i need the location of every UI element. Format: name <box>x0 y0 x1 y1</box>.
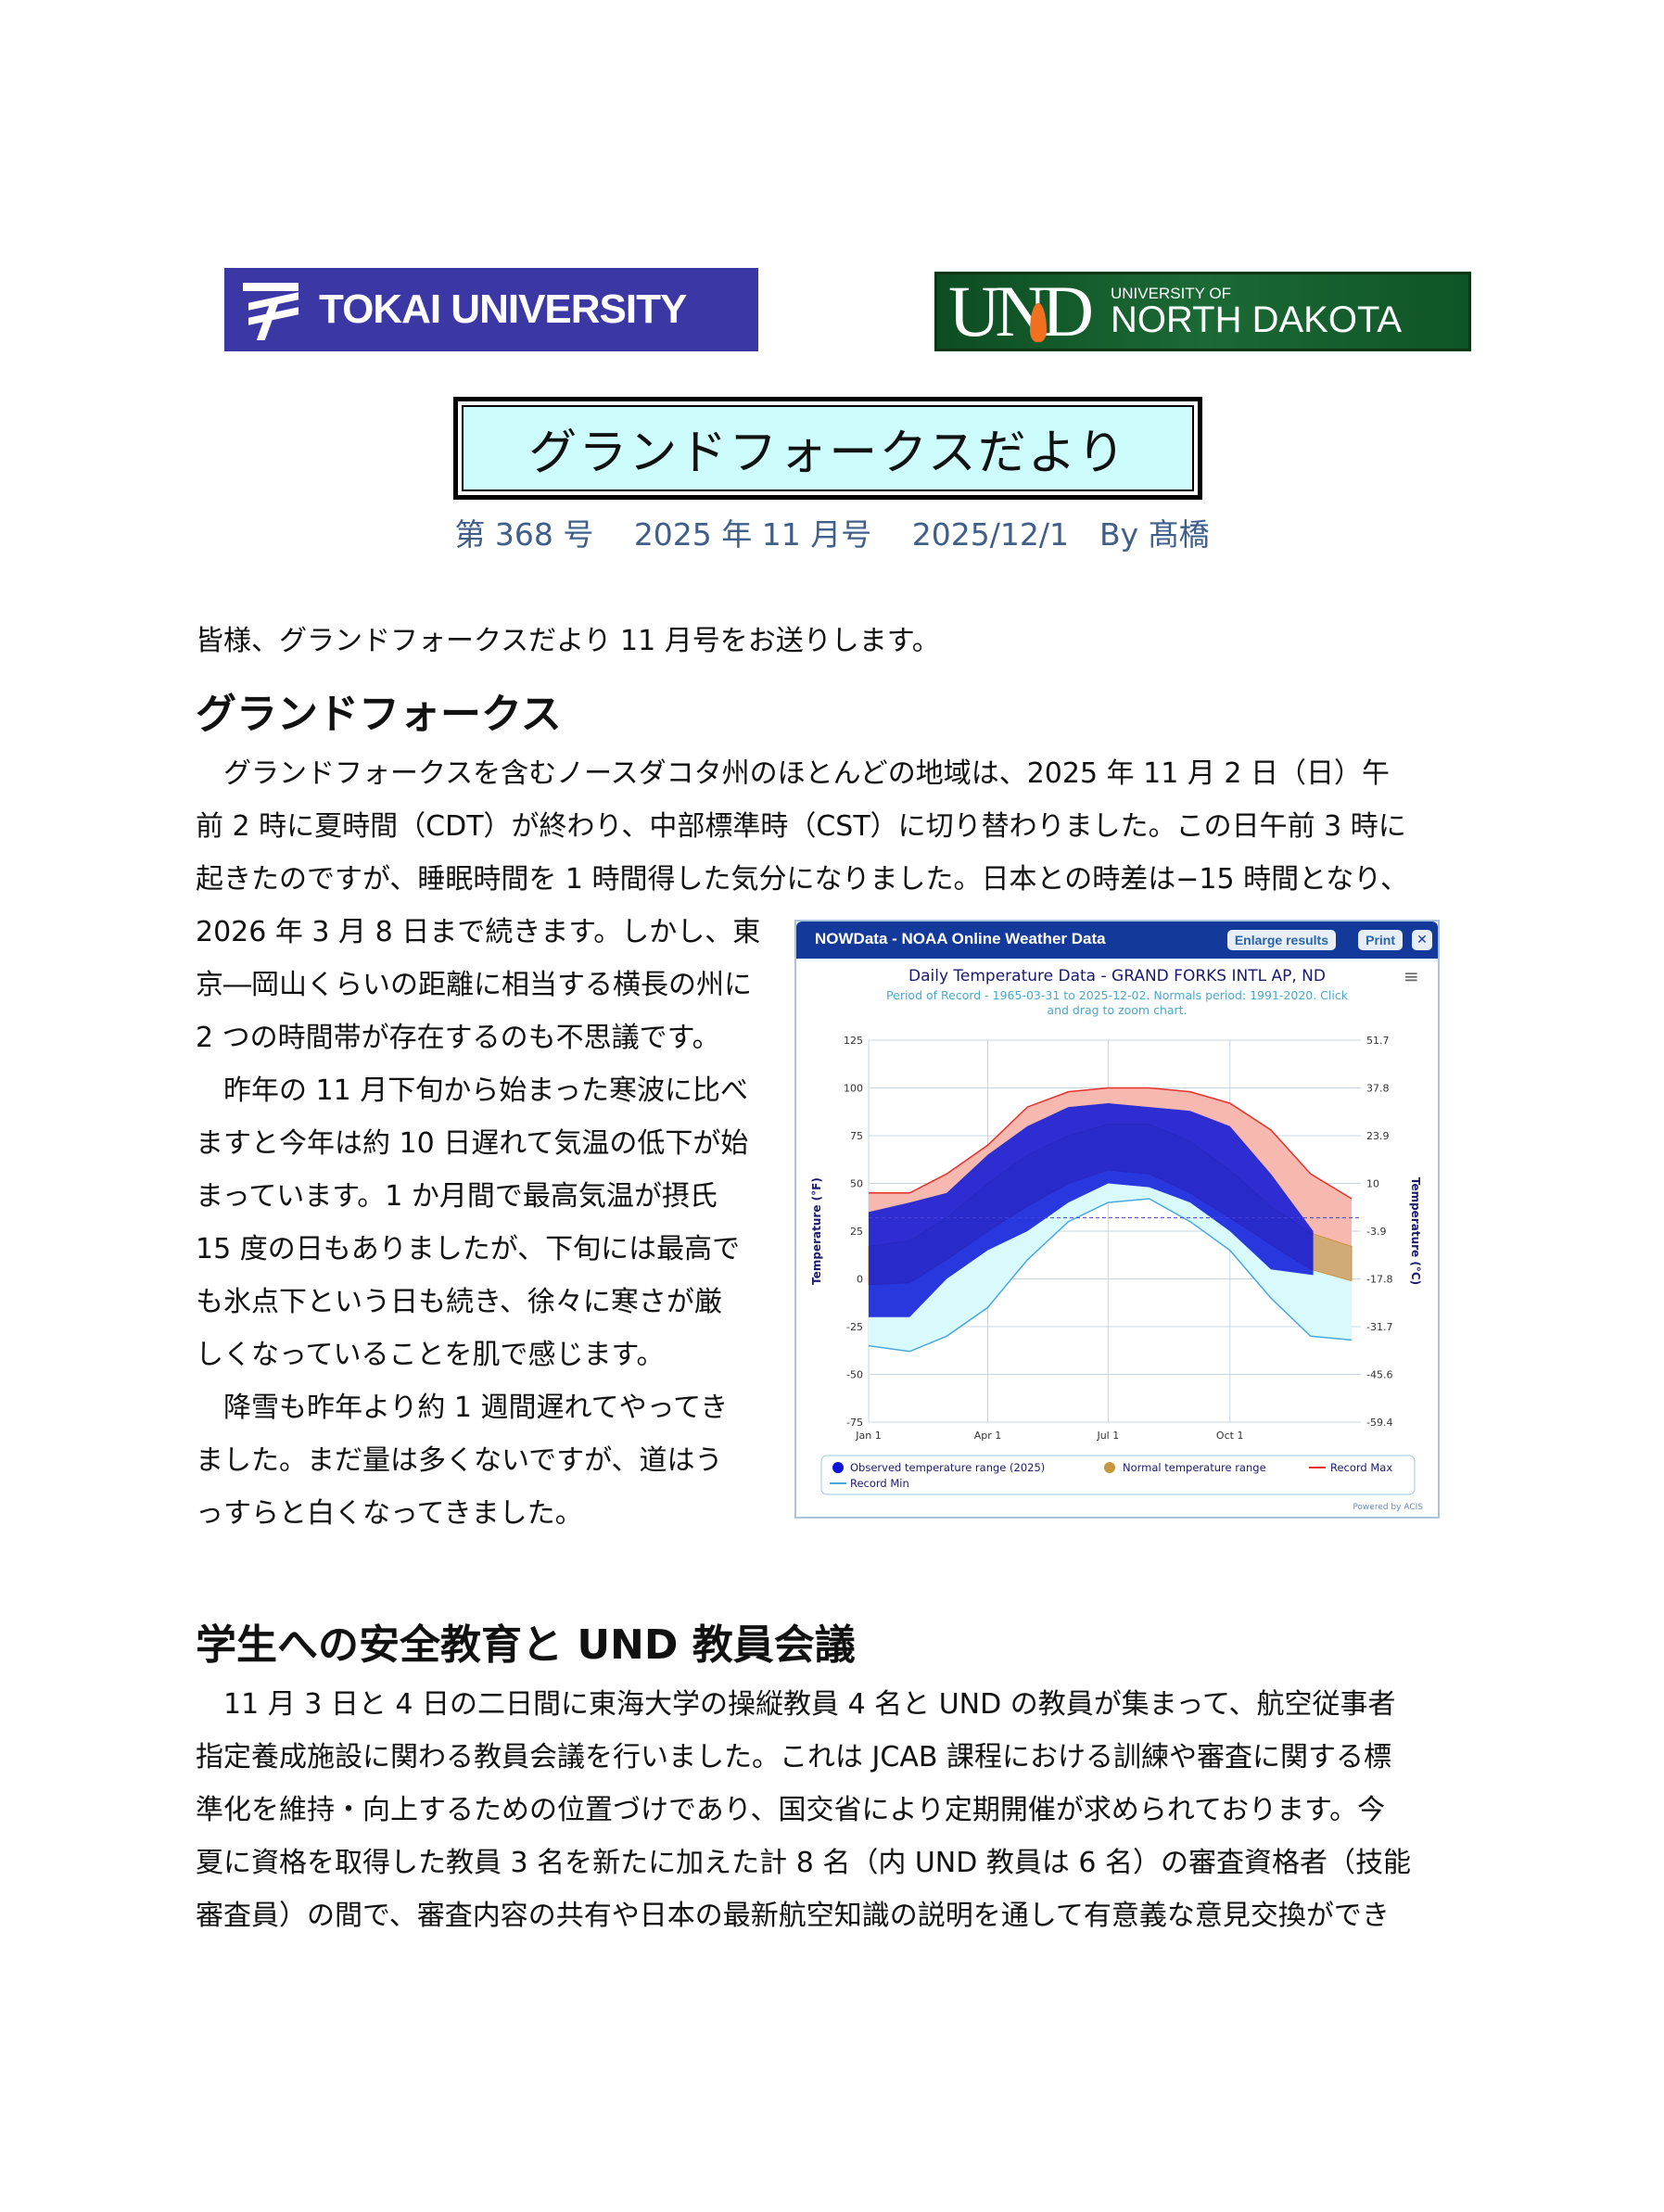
text-line: 前 2 時に夏時間（CDT）が終わり、中部標準時（CST）に切り替わりました。こ… <box>196 810 1406 843</box>
y-right-tick-label: -59.4 <box>1366 1417 1392 1429</box>
powered-by: Powered by ACIS <box>1353 1503 1423 1512</box>
text-line: 11 月 3 日と 4 日の二日間に東海大学の操縦教員 4 名と UND の教員… <box>196 1688 1396 1721</box>
y-right-axis-label: Temperature (°C) <box>1409 1177 1422 1285</box>
issue-info: 第 368 号 2025 年 11 月号 2025/12/1 By 髙橋 <box>454 516 1210 553</box>
nowdata-panel: NOWData - NOAA Online Weather Data Enlar… <box>794 920 1440 1519</box>
text-line: 起きたのですが、睡眠時間を 1 時間得した気分になりました。日本との時差は−15… <box>196 863 1409 896</box>
section-heading-2: 学生への安全教育と UND 教員会議 <box>196 1621 856 1669</box>
chart-title: Daily Temperature Data - GRAND FORKS INT… <box>908 967 1326 985</box>
legend-record-max: Record Max <box>1330 1461 1392 1474</box>
legend-observed: Observed temperature range (2025) <box>850 1461 1045 1474</box>
chart-subtitle: Period of Record - 1965-03-31 to 2025-12… <box>886 988 1349 1002</box>
observed-range-band <box>869 1102 1314 1317</box>
und-logo: UND UNIVERSITY OF NORTH DAKOTA <box>934 272 1471 351</box>
y-right-tick-label: -3.9 <box>1366 1226 1386 1238</box>
und-logo-large: NORTH DAKOTA <box>1111 299 1403 340</box>
x-tick-label: Oct 1 <box>1216 1430 1244 1442</box>
tokai-logo-text: TOKAI UNIVERSITY <box>319 286 687 332</box>
y-right-tick-label: -17.8 <box>1366 1274 1392 1286</box>
panel-header: NOWData - NOAA Online Weather Data Enlar… <box>796 922 1438 959</box>
text-line: 15 度の日もありましたが、下旬には最高で <box>196 1233 741 1265</box>
text-line: っすらと白くなってきました。 <box>196 1497 583 1530</box>
hamburger-menu-icon[interactable]: ≡ <box>1404 965 1419 987</box>
und-logo-small: UNIVERSITY OF <box>1111 284 1232 302</box>
y-tick-label: 75 <box>850 1130 863 1142</box>
text-line: 2 つの時間帯が存在するのも不思議です。 <box>196 1022 720 1054</box>
y-tick-label: 125 <box>844 1035 863 1047</box>
enlarge-results-button[interactable]: Enlarge results <box>1226 930 1336 950</box>
y-axis-label: Temperature (°F) <box>810 1177 823 1285</box>
print-button[interactable]: Print <box>1358 930 1403 950</box>
y-right-tick-label: 37.8 <box>1366 1083 1390 1095</box>
text-line: 京―岡山くらいの距離に相当する横長の州に <box>196 969 752 1001</box>
section-heading: グランドフォークス <box>196 691 562 738</box>
x-tick-label: Jan 1 <box>855 1430 881 1442</box>
y-tick-label: 50 <box>850 1178 863 1190</box>
y-tick-label: 0 <box>857 1274 863 1286</box>
record-min-line <box>868 1198 1353 1353</box>
record-max-line <box>869 1087 1353 1200</box>
y-right-tick-label: 51.7 <box>1366 1035 1390 1047</box>
und-mark: UND <box>948 271 1094 351</box>
x-tick-label: Jul 1 <box>1096 1430 1119 1442</box>
text-line: ますと今年は約 10 日遅れて気温の低下が始 <box>196 1127 749 1160</box>
greeting: 皆様、グランドフォークスだより 11 月号をお送りします。 <box>196 625 940 657</box>
text-line: まっています。1 か月間で最高気温が摂氏 <box>196 1180 718 1213</box>
y-right-tick-label: 10 <box>1366 1178 1379 1190</box>
flame-icon <box>1030 303 1047 342</box>
y-tick-label: -75 <box>846 1417 863 1429</box>
text-line: 夏に資格を取得した教員 3 名を新たに加えた計 8 名（内 UND 教員は 6 … <box>196 1847 1412 1879</box>
legend-observed-icon <box>832 1462 844 1473</box>
tokai-emblem-icon <box>243 277 299 342</box>
text-line: 昨年の 11 月下旬から始まった寒波に比べ <box>196 1074 749 1107</box>
text-line: 降雪も昨年より約 1 週間遅れてやってき <box>196 1392 729 1424</box>
legend-normal: Normal temperature range <box>1123 1461 1266 1474</box>
text-line: 準化を維持・向上するための位置づけであり、国交省により定期開催が求められておりま… <box>196 1794 1386 1826</box>
legend-box <box>820 1455 1416 1495</box>
chart-subtitle: and drag to zoom chart. <box>1047 1003 1187 1017</box>
newsletter-title: グランドフォークスだより <box>462 405 1194 491</box>
legend-normal-icon <box>1104 1462 1115 1473</box>
close-icon[interactable]: ✕ <box>1412 930 1432 950</box>
text-line: 審査員）の間で、審査内容の共有や日本の最新航空知識の説明を通して有意義な意見交換… <box>196 1900 1390 1932</box>
text-line: 2026 年 3 月 8 日まで続きます。しかし、東 <box>196 916 761 948</box>
y-right-tick-label: -45.6 <box>1366 1369 1392 1381</box>
text-line: も氷点下という日も続き、徐々に寒さが厳 <box>196 1286 722 1318</box>
legend-record-min: Record Min <box>850 1477 909 1490</box>
tokai-university-logo: TOKAI UNIVERSITY <box>224 268 758 351</box>
text-line: グランドフォークスを含むノースダコタ州のほとんどの地域は、2025 年 11 月… <box>196 757 1390 790</box>
y-tick-label: 100 <box>844 1083 863 1095</box>
text-line: ました。まだ量は多くないですが、道はう <box>196 1444 723 1477</box>
temperature-chart[interactable]: Daily Temperature Data - GRAND FORKS INT… <box>796 959 1438 1517</box>
y-right-tick-label: 23.9 <box>1366 1130 1390 1142</box>
y-tick-label: -25 <box>846 1321 863 1333</box>
x-tick-label: Apr 1 <box>974 1430 1002 1442</box>
text-line: しくなっていることを肌で感じます。 <box>196 1339 665 1371</box>
panel-title: NOWData - NOAA Online Weather Data <box>815 930 1106 947</box>
y-tick-label: -50 <box>846 1369 863 1381</box>
newsletter-title-box: グランドフォークスだより <box>453 397 1202 500</box>
y-right-tick-label: -31.7 <box>1366 1321 1392 1333</box>
text-line: 指定養成施設に関わる教員会議を行いました。これは JCAB 課程における訓練や審… <box>196 1741 1391 1773</box>
y-tick-label: 25 <box>850 1226 863 1238</box>
